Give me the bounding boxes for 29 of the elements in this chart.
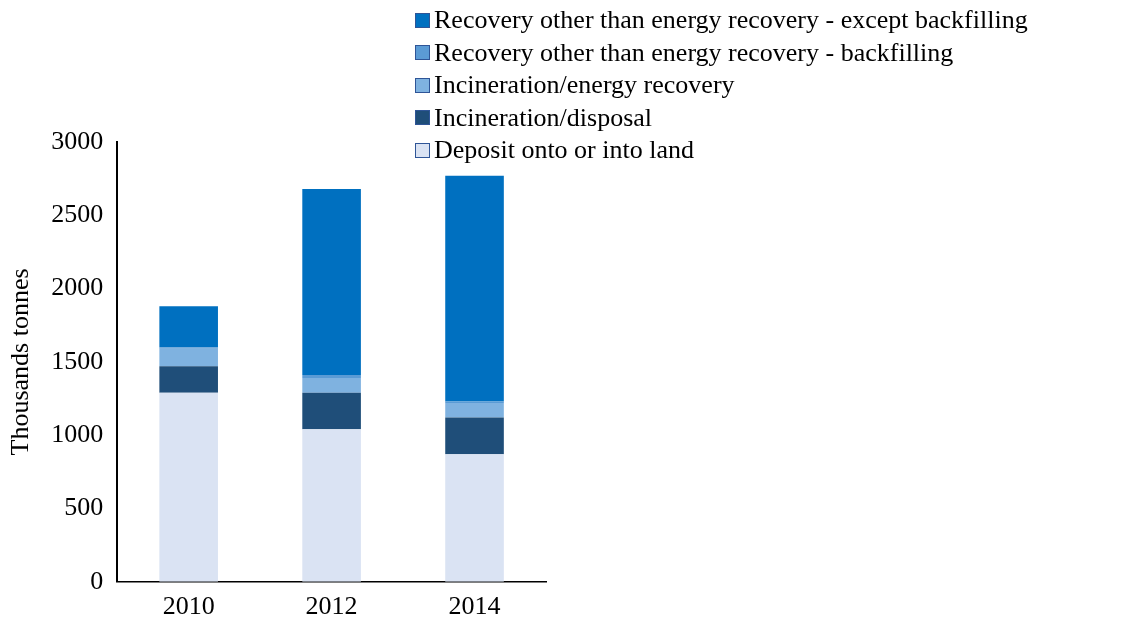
y-tick-label: 2500	[51, 199, 104, 229]
y-tick-label: 500	[64, 492, 104, 522]
y-tick-label: 3000	[51, 125, 104, 155]
y-tick-label: 2000	[51, 272, 104, 302]
legend-label: Incineration/energy recovery	[434, 69, 735, 101]
bar	[302, 378, 361, 393]
bar	[159, 366, 218, 393]
legend-label: Deposit onto or into land	[434, 134, 694, 166]
x-tick-label: 2014	[448, 591, 501, 621]
y-axis-title: Thousands tonnes	[5, 268, 35, 456]
y-tick-label: 0	[90, 565, 104, 595]
bar	[445, 417, 504, 455]
bar	[445, 175, 504, 402]
bar	[302, 188, 361, 376]
y-tick-label: 1000	[51, 419, 104, 449]
bar	[445, 454, 504, 582]
bar	[302, 429, 361, 582]
bar	[302, 375, 361, 379]
bar	[302, 392, 361, 430]
bar	[159, 348, 218, 367]
bar	[159, 392, 218, 582]
y-tick-label: 1500	[51, 345, 104, 375]
legend-label: Incineration/disposal	[434, 101, 653, 134]
bar	[159, 306, 218, 348]
x-tick-label: 2012	[305, 591, 358, 621]
legend-label: Recovery other than energy recovery - except backfilling	[434, 4, 1028, 36]
x-tick-label: 2010	[162, 591, 215, 621]
bar	[445, 402, 504, 418]
legend-label: Recovery other than energy recovery - backfilling	[434, 36, 954, 69]
